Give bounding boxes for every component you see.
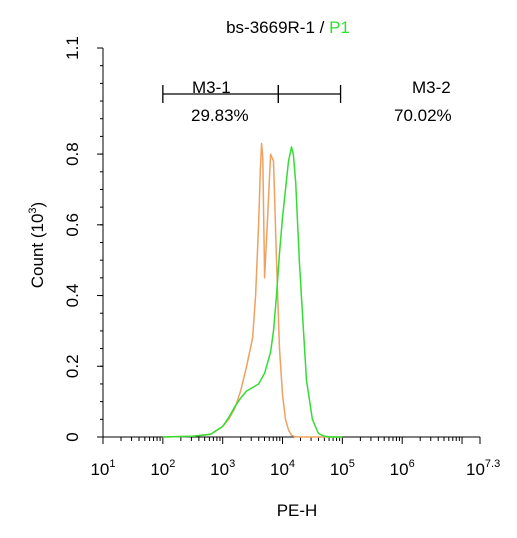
chart-title: bs-3669R-1 / P1: [226, 18, 350, 37]
svg-text:Count (103): Count (103): [27, 202, 47, 288]
y-axis-label: Count (103): [27, 202, 47, 288]
gate-percent-1: 29.83%: [191, 106, 249, 125]
series-line-2: [162, 146, 343, 438]
y-axis-label-unit-close: ): [28, 202, 47, 208]
x-axis-label: PE-H: [277, 501, 318, 520]
y-tick-label: 0.2: [63, 354, 82, 378]
y-tick-label: 1.1: [63, 36, 82, 60]
x-tick-label: 106: [390, 458, 415, 479]
gate-name-1: M3-1: [192, 78, 231, 97]
x-tick-label: 105: [330, 458, 355, 479]
chart-title-highlight: P1: [329, 18, 350, 37]
y-axis-label-main: Count: [28, 243, 47, 289]
y-tick-label: 0: [63, 432, 82, 441]
y-tick-label: 0.8: [63, 142, 82, 166]
gate-percent-2: 70.02%: [394, 106, 452, 125]
y-tick-label: 0.4: [63, 284, 82, 308]
y-axis-label-unit: (10: [28, 214, 47, 239]
series-line-1: [162, 142, 343, 438]
y-axis-label-unit-exp: 3: [27, 207, 39, 213]
x-tick-label: 107.3: [466, 458, 500, 479]
gate-name-2: M3-2: [412, 78, 451, 97]
x-tick-label: 101: [90, 458, 115, 479]
x-tick-label: 102: [150, 458, 175, 479]
y-tick-label: 0.6: [63, 213, 82, 237]
x-tick-label: 104: [270, 458, 295, 479]
chart-title-prefix: bs-3669R-1 /: [226, 18, 329, 37]
x-tick-label: 103: [210, 458, 235, 479]
